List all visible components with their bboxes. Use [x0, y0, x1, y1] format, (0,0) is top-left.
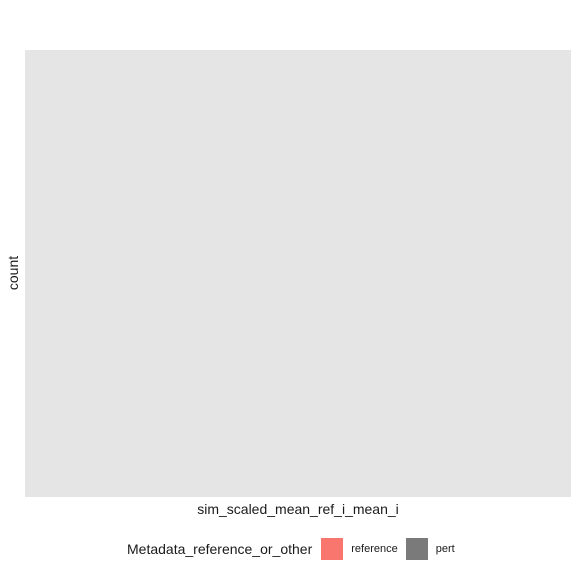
legend-label-reference: reference: [351, 543, 398, 555]
y-axis-label: count: [5, 255, 21, 291]
legend-key-pert: [405, 538, 428, 560]
legend-key-reference: [321, 538, 344, 560]
x-axis-label: sim_scaled_mean_ref_i_mean_i: [197, 501, 399, 517]
legend: Metadata_reference_or_other reference pe…: [127, 537, 463, 561]
legend-title: Metadata_reference_or_other: [127, 541, 313, 557]
legend-label-pert: pert: [435, 543, 455, 555]
plot-panel: [25, 50, 571, 497]
